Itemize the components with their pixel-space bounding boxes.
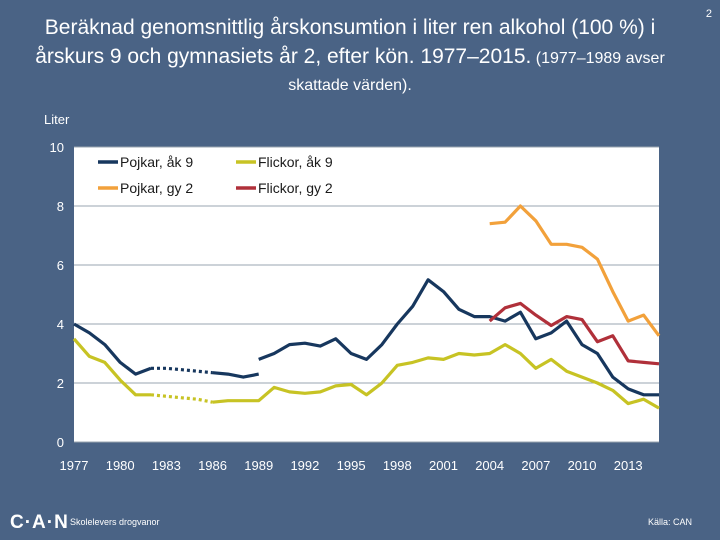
x-tick-label: 2007: [521, 458, 550, 473]
can-logo: C·A·N: [10, 512, 69, 533]
y-tick-label: 10: [50, 140, 64, 155]
footer-org-name: Skolelevers drogvanor: [70, 517, 160, 527]
series-line-pojkar-åk-9: [73, 322, 152, 376]
series-line-pojkar-åk-9: [151, 366, 213, 375]
x-tick-label: 1980: [106, 458, 135, 473]
legend-label: Flickor, åk 9: [258, 154, 333, 170]
y-tick-label: 4: [57, 317, 64, 332]
y-tick-label: 8: [57, 199, 64, 214]
series-line-flickor-åk-9: [72, 337, 151, 397]
series-line-flickor-åk-9: [150, 393, 213, 404]
series-line-pojkar-gy-2: [489, 204, 661, 337]
series-line-pojkar-åk-9: [258, 278, 659, 397]
y-tick-label: 2: [57, 376, 64, 391]
x-tick-label: 2001: [429, 458, 458, 473]
legend-label: Flickor, gy 2: [258, 180, 333, 196]
x-tick-label: 1977: [60, 458, 89, 473]
x-tick-label: 1995: [337, 458, 366, 473]
x-tick-label: 1998: [383, 458, 412, 473]
x-tick-label: 2004: [475, 458, 504, 473]
series-line-pojkar-åk-9: [212, 371, 260, 379]
x-tick-label: 2013: [614, 458, 643, 473]
legend-label: Pojkar, gy 2: [120, 180, 193, 196]
series-line-flickor-gy-2: [488, 301, 660, 366]
y-axis-label: Liter: [44, 112, 70, 127]
chart-title-sub: (1977–1989 avser skattade värden).: [288, 50, 665, 94]
page-number: 2: [705, 8, 712, 20]
footer-source: Källa: CAN: [648, 517, 693, 527]
y-tick-label: 0: [57, 435, 64, 450]
x-tick-label: 1989: [244, 458, 273, 473]
x-tick-label: 1986: [198, 458, 227, 473]
series-line-flickor-åk-9: [212, 343, 660, 410]
x-tick-label: 1983: [152, 458, 181, 473]
chart-title-main: Beräknad genomsnittlig årskonsumtion i l…: [35, 16, 656, 68]
chart-title: Beräknad genomsnittlig årskonsumtion i l…: [20, 14, 680, 99]
legend-label: Pojkar, åk 9: [120, 154, 193, 170]
x-tick-label: 1992: [290, 458, 319, 473]
y-tick-label: 6: [57, 258, 64, 273]
x-tick-label: 2010: [568, 458, 597, 473]
